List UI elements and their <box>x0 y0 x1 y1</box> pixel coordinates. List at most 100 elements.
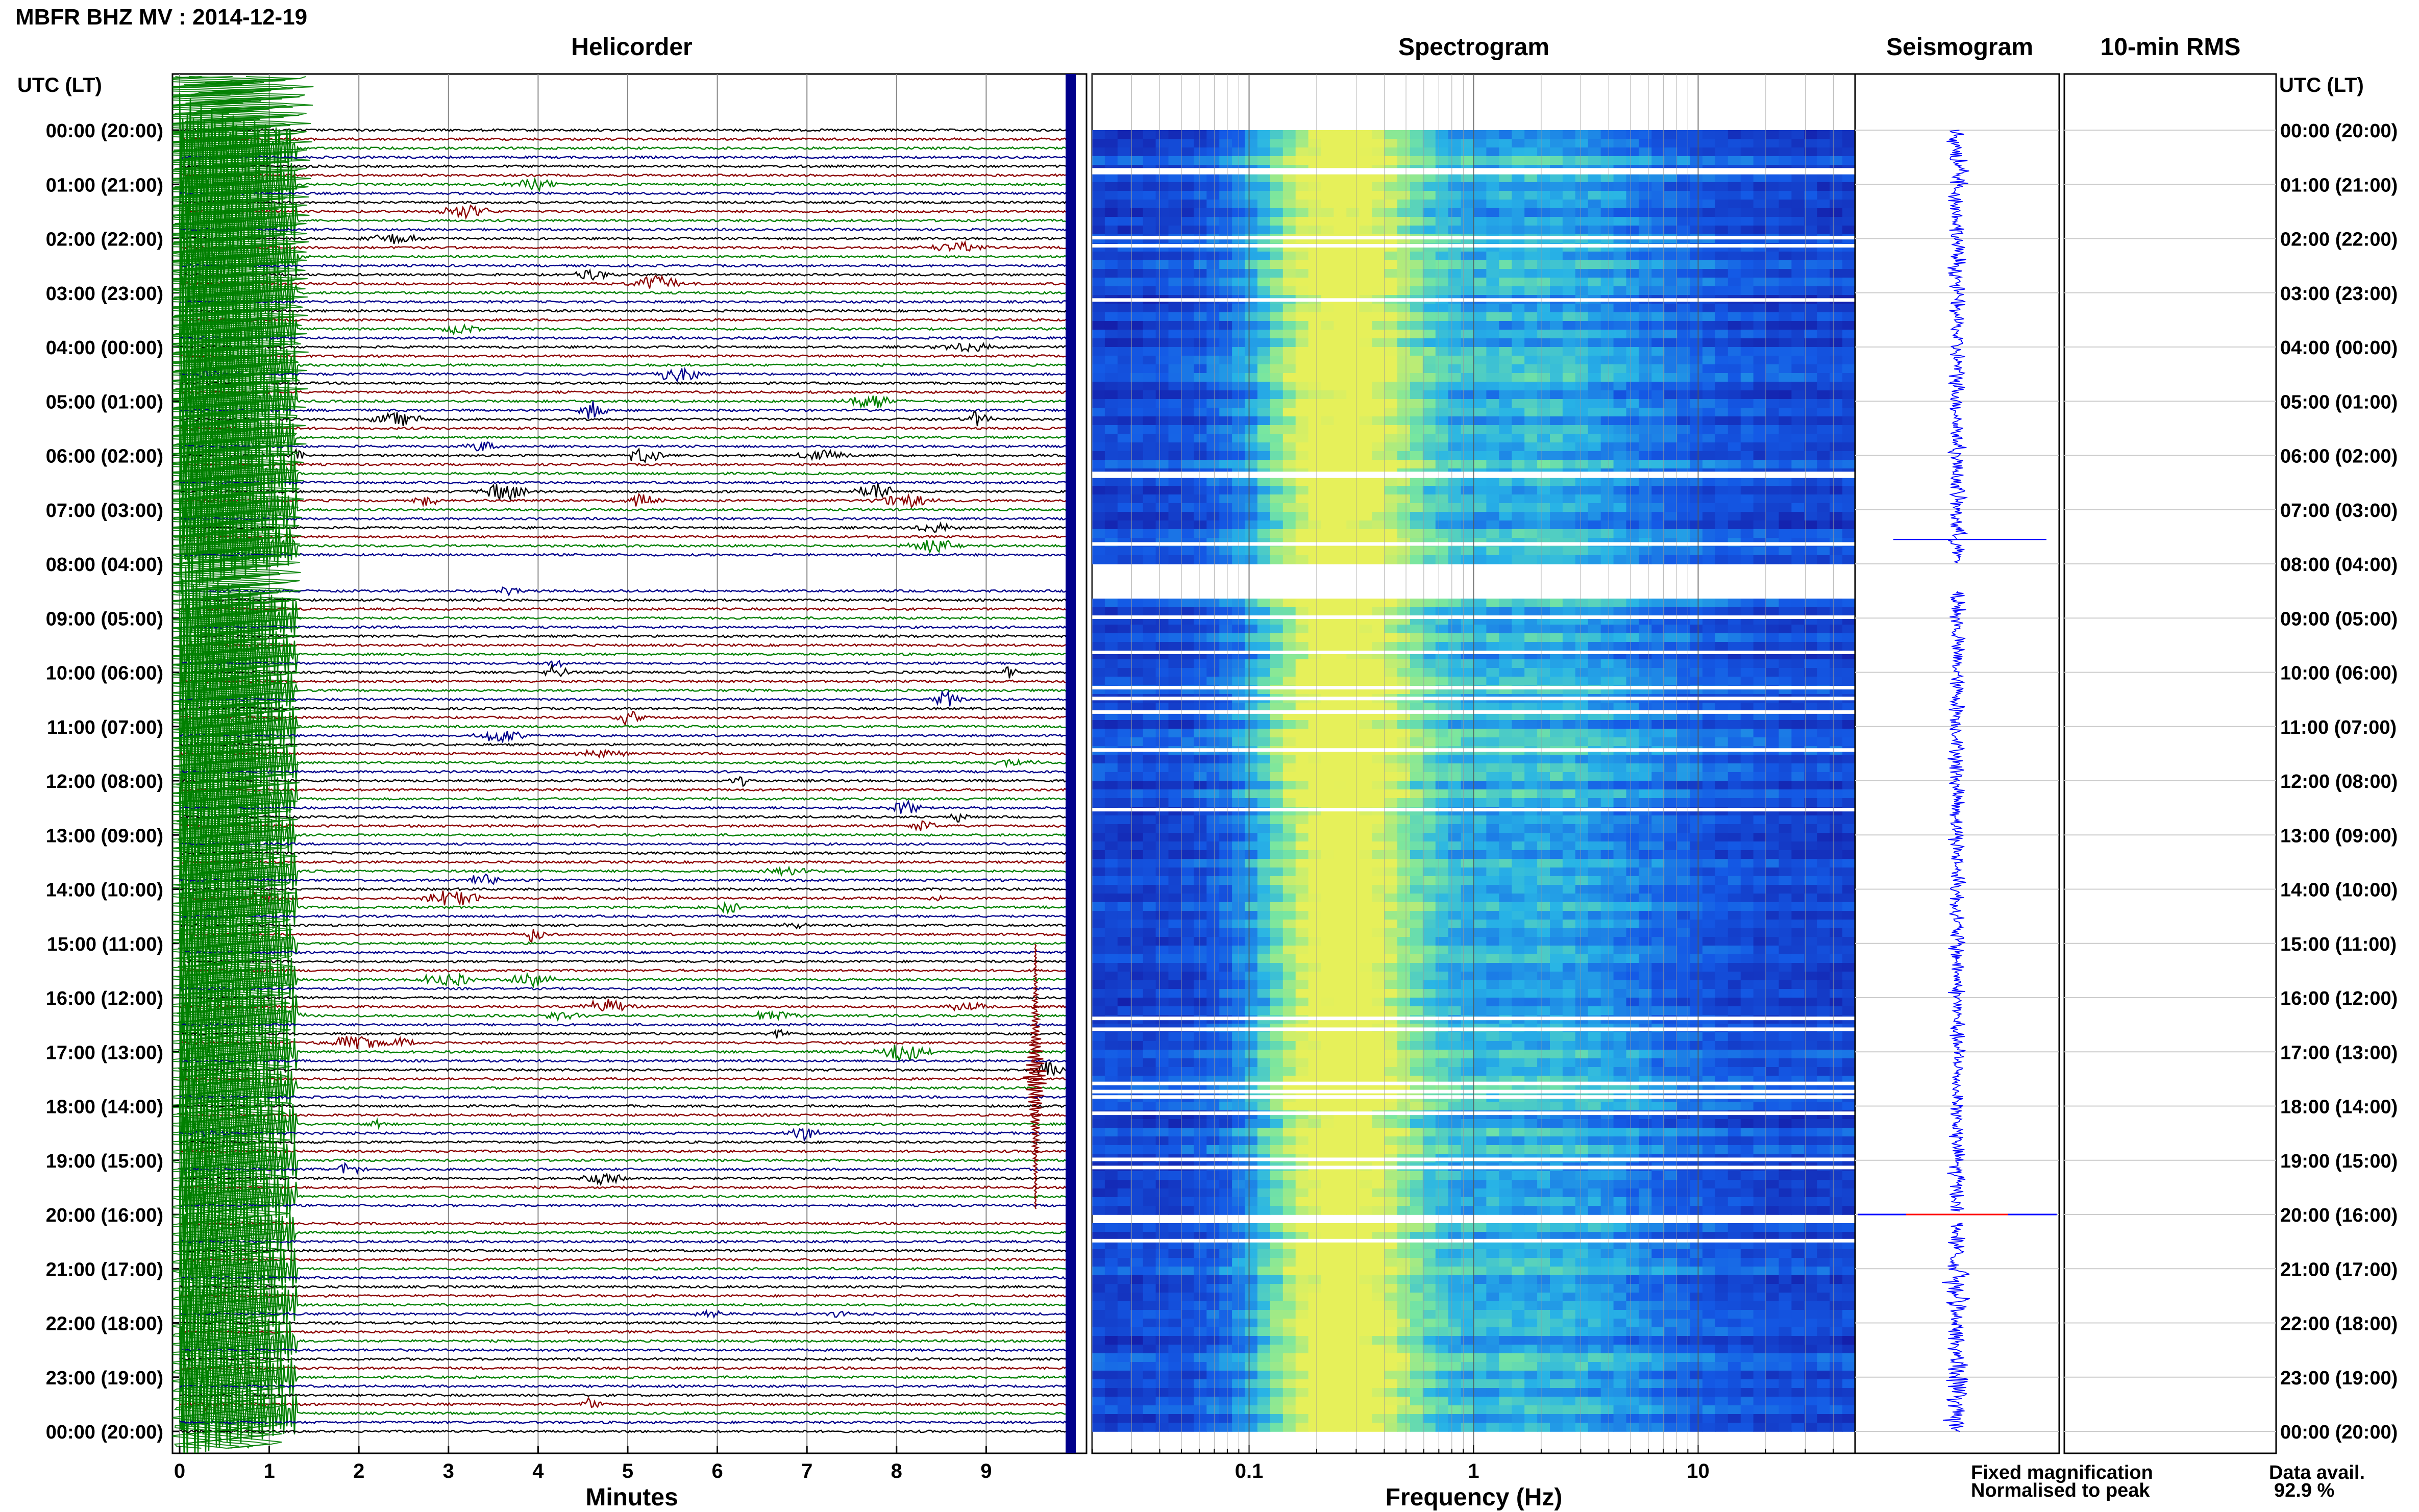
spectrogram-cell <box>1359 390 1372 400</box>
spectrogram-cell <box>1155 789 1169 799</box>
spectrogram-cell <box>1550 442 1563 452</box>
spectrogram-cell <box>1117 512 1131 521</box>
spectrogram-cell <box>1461 815 1474 825</box>
spectrogram-cell <box>1791 208 1805 217</box>
spectrogram-cell <box>1550 737 1563 747</box>
spectrogram-cell <box>1664 520 1677 530</box>
helicorder-title: Helicorder <box>571 34 692 61</box>
spectrogram-cell <box>1397 434 1411 443</box>
spectrogram-cell <box>1372 373 1385 382</box>
spectrogram-cell <box>1600 416 1614 426</box>
spectrogram-cell <box>1842 200 1855 209</box>
spectrogram-cell <box>1308 668 1322 677</box>
spectrogram-cell <box>1448 408 1462 417</box>
spectrogram-cell <box>1588 633 1601 642</box>
spectrogram-cell <box>1435 382 1449 391</box>
spectrogram-cell <box>1779 260 1792 269</box>
helicorder-trace-row <box>179 1162 1071 1175</box>
spectrogram-cell <box>1626 625 1639 634</box>
spectrogram-cell <box>1473 781 1487 790</box>
spectrogram-cell <box>1817 477 1830 486</box>
spectrogram-cell <box>1245 815 1258 825</box>
spectrogram-cell <box>1791 156 1805 165</box>
spectrogram-cell <box>1104 529 1118 538</box>
spectrogram-cell <box>1321 668 1334 677</box>
spectrogram-cell <box>1206 347 1220 356</box>
spectrogram-cell <box>1473 460 1487 469</box>
helicorder-trace-row <box>179 607 1071 611</box>
spectrogram-cell <box>1499 260 1512 269</box>
spectrogram-cell <box>1168 399 1181 408</box>
spectrogram-cell <box>1766 547 1780 556</box>
spectrogram-cell <box>1385 191 1398 200</box>
spectrogram-cell <box>1104 451 1118 460</box>
spectrogram-cell <box>1372 755 1385 764</box>
spectrogram-cell <box>1550 156 1563 165</box>
spectrogram-cell <box>1613 260 1627 269</box>
spectrogram-cell <box>1422 130 1436 139</box>
spectrogram-cell <box>1104 182 1118 191</box>
spectrogram-cell <box>1486 130 1499 139</box>
spectrogram-cell <box>1206 494 1220 504</box>
spectrogram-cell <box>1410 789 1423 799</box>
spectrogram-cell <box>1588 312 1601 321</box>
spectrogram-cell <box>1740 321 1754 330</box>
spectrogram-cell <box>1346 399 1360 408</box>
spectrogram-cell <box>1639 720 1652 729</box>
spectrogram-cell <box>1334 382 1347 391</box>
spectrogram-cell <box>1588 226 1601 235</box>
spectrogram-cell <box>1690 364 1703 374</box>
spectrogram-cell <box>1385 373 1398 382</box>
spectrogram-cell <box>1575 555 1589 564</box>
spectrogram-cell <box>1613 321 1627 330</box>
spectrogram-cell <box>1372 330 1385 339</box>
spectrogram-cell <box>1372 390 1385 400</box>
spectrogram-cell <box>1753 547 1767 556</box>
helicorder-trace-row <box>179 155 1071 160</box>
spectrogram-cell <box>1219 729 1232 738</box>
spectrogram-cell <box>1308 338 1322 348</box>
spectrogram-cell <box>1600 833 1614 842</box>
spectrogram-cell <box>1537 347 1550 356</box>
spectrogram-cell <box>1232 451 1245 460</box>
spectrogram-cell <box>1359 382 1372 391</box>
spectrogram-cell <box>1397 815 1411 825</box>
spectrogram-cell <box>1740 330 1754 339</box>
spectrogram-cell <box>1817 425 1830 434</box>
spectrogram-cell <box>1766 599 1780 608</box>
spectrogram-cell <box>1779 720 1792 729</box>
spectrogram-cell <box>1435 312 1449 321</box>
spectrogram-cell <box>1779 755 1792 764</box>
spectrogram-cell <box>1181 434 1194 443</box>
spectrogram-cell <box>1830 382 1843 391</box>
spectrogram-cell <box>1232 824 1245 833</box>
spectrogram-cell <box>1245 156 1258 165</box>
spectrogram-cell <box>1575 373 1589 382</box>
spectrogram-cell <box>1104 625 1118 634</box>
spectrogram-cell <box>1435 633 1449 642</box>
spectrogram-cell <box>1295 356 1309 365</box>
spectrogram-cell <box>1702 200 1716 209</box>
spectrogram-cell <box>1727 763 1741 773</box>
spectrogram-cell <box>1334 503 1347 512</box>
helicorder-trace-row <box>179 679 1071 684</box>
spectrogram-cell <box>1130 798 1144 807</box>
spectrogram-cell <box>1346 182 1360 191</box>
spectrogram-cell <box>1499 815 1512 825</box>
spectrogram-cell <box>1664 737 1677 747</box>
minute-tick-label: 1 <box>263 1460 275 1482</box>
spectrogram-cell <box>1448 200 1462 209</box>
spectrogram-cell <box>1435 824 1449 833</box>
spectrogram-cell <box>1626 503 1639 512</box>
spectrogram-cell <box>1830 729 1843 738</box>
spectrogram-cell <box>1155 763 1169 773</box>
spectrogram-cell <box>1715 217 1729 226</box>
spectrogram-cell <box>1779 763 1792 773</box>
spectrogram-cell <box>1550 147 1563 157</box>
minute-tick-label: 7 <box>801 1460 812 1482</box>
spectrogram-cell <box>1740 642 1754 651</box>
spectrogram-cell <box>1575 599 1589 608</box>
spectrogram-cell <box>1779 286 1792 295</box>
spectrogram-cell <box>1817 130 1830 139</box>
